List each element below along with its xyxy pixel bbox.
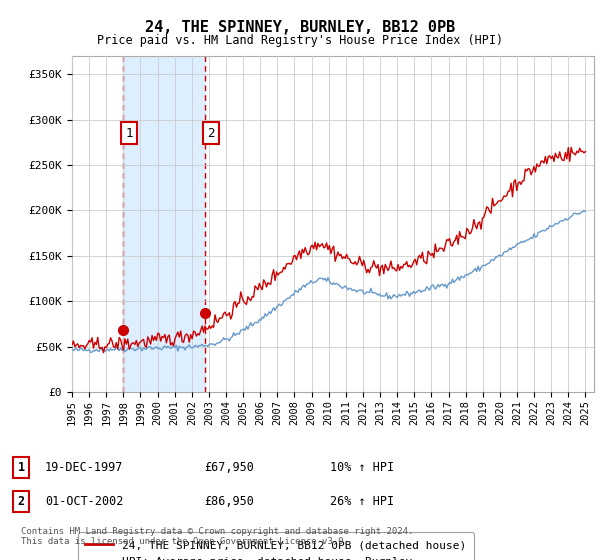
Text: 2: 2: [207, 127, 215, 139]
Text: £67,950: £67,950: [204, 461, 254, 474]
Text: 1: 1: [125, 127, 133, 139]
Text: 26% ↑ HPI: 26% ↑ HPI: [330, 494, 394, 508]
Legend: 24, THE SPINNEY, BURNLEY, BB12 0PB (detached house), HPI: Average price, detache: 24, THE SPINNEY, BURNLEY, BB12 0PB (deta…: [77, 533, 474, 560]
Text: 19-DEC-1997: 19-DEC-1997: [45, 461, 124, 474]
Text: 10% ↑ HPI: 10% ↑ HPI: [330, 461, 394, 474]
Text: Price paid vs. HM Land Registry's House Price Index (HPI): Price paid vs. HM Land Registry's House …: [97, 34, 503, 46]
Text: Contains HM Land Registry data © Crown copyright and database right 2024.
This d: Contains HM Land Registry data © Crown c…: [21, 526, 413, 546]
Text: £86,950: £86,950: [204, 494, 254, 508]
Bar: [122, 56, 205, 392]
Text: 24, THE SPINNEY, BURNLEY, BB12 0PB: 24, THE SPINNEY, BURNLEY, BB12 0PB: [145, 20, 455, 35]
Text: 2: 2: [17, 494, 25, 508]
Text: 01-OCT-2002: 01-OCT-2002: [45, 494, 124, 508]
Text: 1: 1: [17, 461, 25, 474]
